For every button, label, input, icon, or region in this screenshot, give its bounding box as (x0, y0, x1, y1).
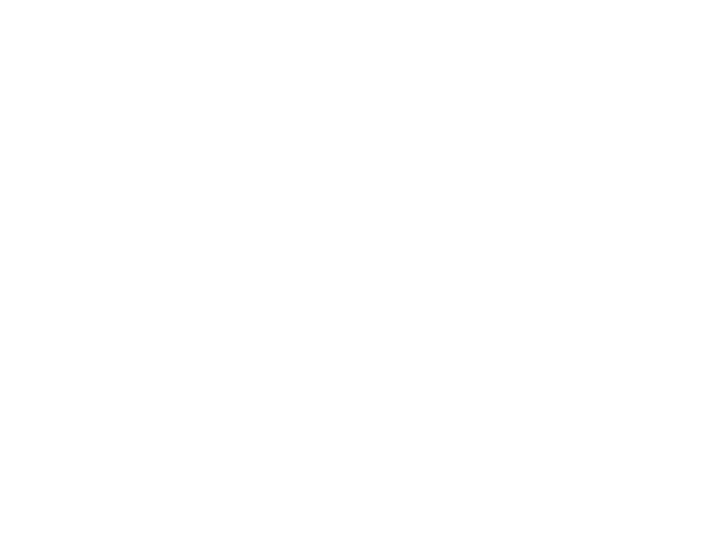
Text: external forces: external forces (268, 250, 446, 270)
Bar (143, 134, 174, 145)
Text: The nature of: The nature of (121, 250, 268, 270)
Text: (anchor generator rotates because: (anchor generator rotates because (230, 326, 600, 346)
Text: semiconductor(напівпровідник)).: semiconductor(напівпровідник)). (121, 441, 477, 461)
Bar (130, 143, 217, 215)
Text: (light incident on the: (light incident on the (312, 403, 537, 423)
Text: :: : (446, 250, 454, 270)
Text: $[\varepsilon] = \dfrac{1J}{1C} = 1\mathrm{V}$: $[\varepsilon] = \dfrac{1J}{1C} = 1\math… (324, 139, 526, 202)
Bar (121, 144, 213, 225)
Text: of mechanical action): of mechanical action) (121, 364, 346, 384)
Text: chemical: chemical (121, 288, 225, 308)
Text: (battery, galvanic cell): (battery, galvanic cell) (225, 288, 467, 308)
Text: magnetic: magnetic (121, 326, 230, 346)
Text: electromagnetic: electromagnetic (121, 403, 312, 423)
Text: Electromotive force (EMF): Electromotive force (EMF) (104, 94, 634, 128)
